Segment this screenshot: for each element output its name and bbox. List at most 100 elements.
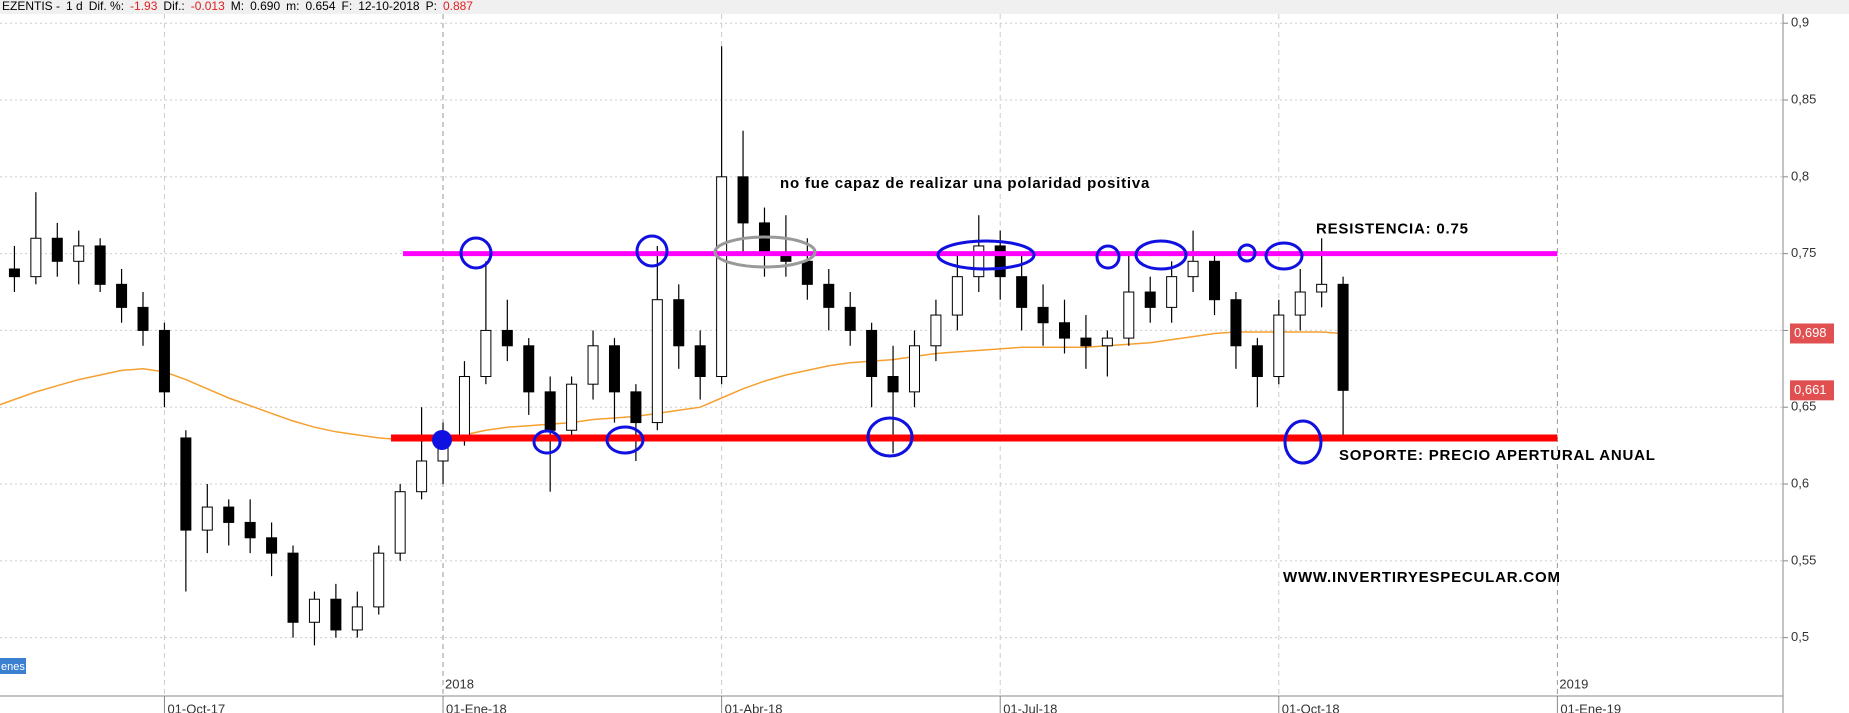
candle-body bbox=[930, 314, 942, 347]
header-text: -0.013 bbox=[191, 0, 225, 13]
candle-body bbox=[866, 329, 878, 378]
header-text: F: bbox=[342, 0, 353, 13]
candle-body bbox=[887, 376, 899, 393]
candle-body bbox=[223, 506, 235, 523]
candle-body bbox=[351, 606, 363, 631]
candle-body bbox=[737, 176, 749, 224]
candle-body bbox=[287, 552, 299, 623]
highlight bbox=[1095, 244, 1121, 270]
candle-body bbox=[266, 537, 278, 554]
header-text: 0.654 bbox=[306, 0, 336, 13]
candle-body bbox=[801, 260, 813, 285]
candle-body bbox=[1123, 291, 1135, 339]
candle-body bbox=[1059, 322, 1070, 339]
highlight bbox=[1283, 419, 1323, 465]
header-text: 0.887 bbox=[443, 0, 473, 13]
annotation: no fue capaz de realizar una polaridad p… bbox=[780, 175, 1150, 192]
header: EZENTIS - 1 d Dif. %: -1.93 Dif.: -0.013 M: 0.6… bbox=[2, 0, 473, 13]
x-tick-label: 01-Ene-19 bbox=[1560, 701, 1621, 713]
candle-body bbox=[1294, 291, 1306, 316]
candle-body bbox=[373, 552, 385, 608]
candle-body bbox=[630, 391, 642, 424]
level-label: SOPORTE: PRECIO APERTURAL ANUAL bbox=[1339, 447, 1656, 464]
candle-body bbox=[501, 329, 513, 347]
candle-body bbox=[30, 237, 42, 278]
candle-body bbox=[651, 299, 663, 424]
y-tick-label: 0,5 bbox=[1791, 629, 1809, 644]
candle-body bbox=[951, 276, 963, 316]
plot bbox=[0, 46, 1558, 646]
highlight bbox=[605, 425, 645, 455]
price-label: 0,661 bbox=[1794, 382, 1827, 397]
highlight bbox=[635, 234, 669, 268]
header-text: -1.93 bbox=[130, 0, 158, 13]
y-tick-label: 0,6 bbox=[1791, 475, 1809, 490]
candle-body bbox=[994, 245, 1006, 278]
candle-body bbox=[1273, 314, 1285, 378]
candle-body bbox=[394, 491, 406, 554]
header-text: Dif. %: bbox=[89, 0, 124, 13]
candle-body bbox=[480, 329, 492, 378]
candle-body bbox=[716, 176, 728, 378]
candle-body bbox=[1337, 283, 1349, 391]
header-text: Dif.: bbox=[163, 0, 184, 13]
candle-body bbox=[566, 383, 578, 431]
candle-body bbox=[1016, 276, 1028, 308]
candle-body bbox=[694, 345, 706, 378]
candle-body bbox=[973, 245, 985, 278]
highlight bbox=[1264, 241, 1304, 271]
candle-body bbox=[1166, 276, 1178, 308]
candle-body bbox=[1037, 306, 1049, 324]
candle-body bbox=[1316, 283, 1328, 293]
candle-body bbox=[201, 506, 213, 531]
header-bar bbox=[0, 0, 1849, 14]
x-tick-label: 01-Oct-17 bbox=[167, 701, 225, 713]
header-text: 12-10-2018 bbox=[358, 0, 420, 13]
y-tick-label: 0,65 bbox=[1791, 399, 1816, 414]
candle-body bbox=[1187, 260, 1199, 278]
header-text: 1 d bbox=[66, 0, 83, 13]
x-tick-label: 01-Oct-18 bbox=[1282, 701, 1340, 713]
candle-body bbox=[908, 345, 920, 393]
header-text: M: bbox=[231, 0, 244, 13]
highlight bbox=[1134, 239, 1188, 271]
candle-body bbox=[51, 237, 63, 262]
candle-body bbox=[1209, 260, 1221, 301]
header-text: P: bbox=[426, 0, 437, 13]
candle-body bbox=[244, 521, 256, 539]
highlight bbox=[532, 429, 562, 455]
price-label-box bbox=[1790, 380, 1834, 401]
candle-body bbox=[1230, 299, 1242, 347]
candle-body bbox=[673, 299, 685, 347]
candle-body bbox=[73, 245, 85, 262]
candle-body bbox=[330, 598, 342, 631]
candle-body bbox=[1144, 291, 1156, 308]
candle-body bbox=[458, 376, 470, 439]
y-tick-label: 0,8 bbox=[1791, 168, 1809, 183]
y-tick-label: 0,75 bbox=[1791, 245, 1816, 260]
moving-average bbox=[0, 331, 1344, 442]
x-tick-label: 01-Jul-18 bbox=[1003, 701, 1057, 713]
candle-body bbox=[1251, 345, 1263, 378]
y-tick-label: 0,85 bbox=[1791, 91, 1816, 106]
candle-body bbox=[1080, 337, 1092, 347]
candle-body bbox=[523, 345, 535, 393]
candle-body bbox=[158, 329, 170, 393]
candle-body bbox=[608, 345, 620, 393]
candle-body bbox=[180, 437, 192, 531]
candle-body bbox=[844, 306, 856, 331]
candle-body bbox=[116, 283, 128, 308]
y-tick-label: 0,9 bbox=[1791, 15, 1809, 30]
panel-label: enes bbox=[1, 661, 25, 673]
x-tick-label: 01-Ene-18 bbox=[446, 701, 507, 713]
candle-body bbox=[544, 391, 556, 431]
panel-tag bbox=[0, 658, 26, 674]
year-label: 2018 bbox=[445, 676, 474, 691]
highlight bbox=[866, 416, 914, 458]
y-tick-label: 0,55 bbox=[1791, 552, 1816, 567]
highlight bbox=[936, 239, 1036, 271]
header-text: 0.690 bbox=[250, 0, 280, 13]
price-label-box bbox=[1790, 323, 1834, 344]
